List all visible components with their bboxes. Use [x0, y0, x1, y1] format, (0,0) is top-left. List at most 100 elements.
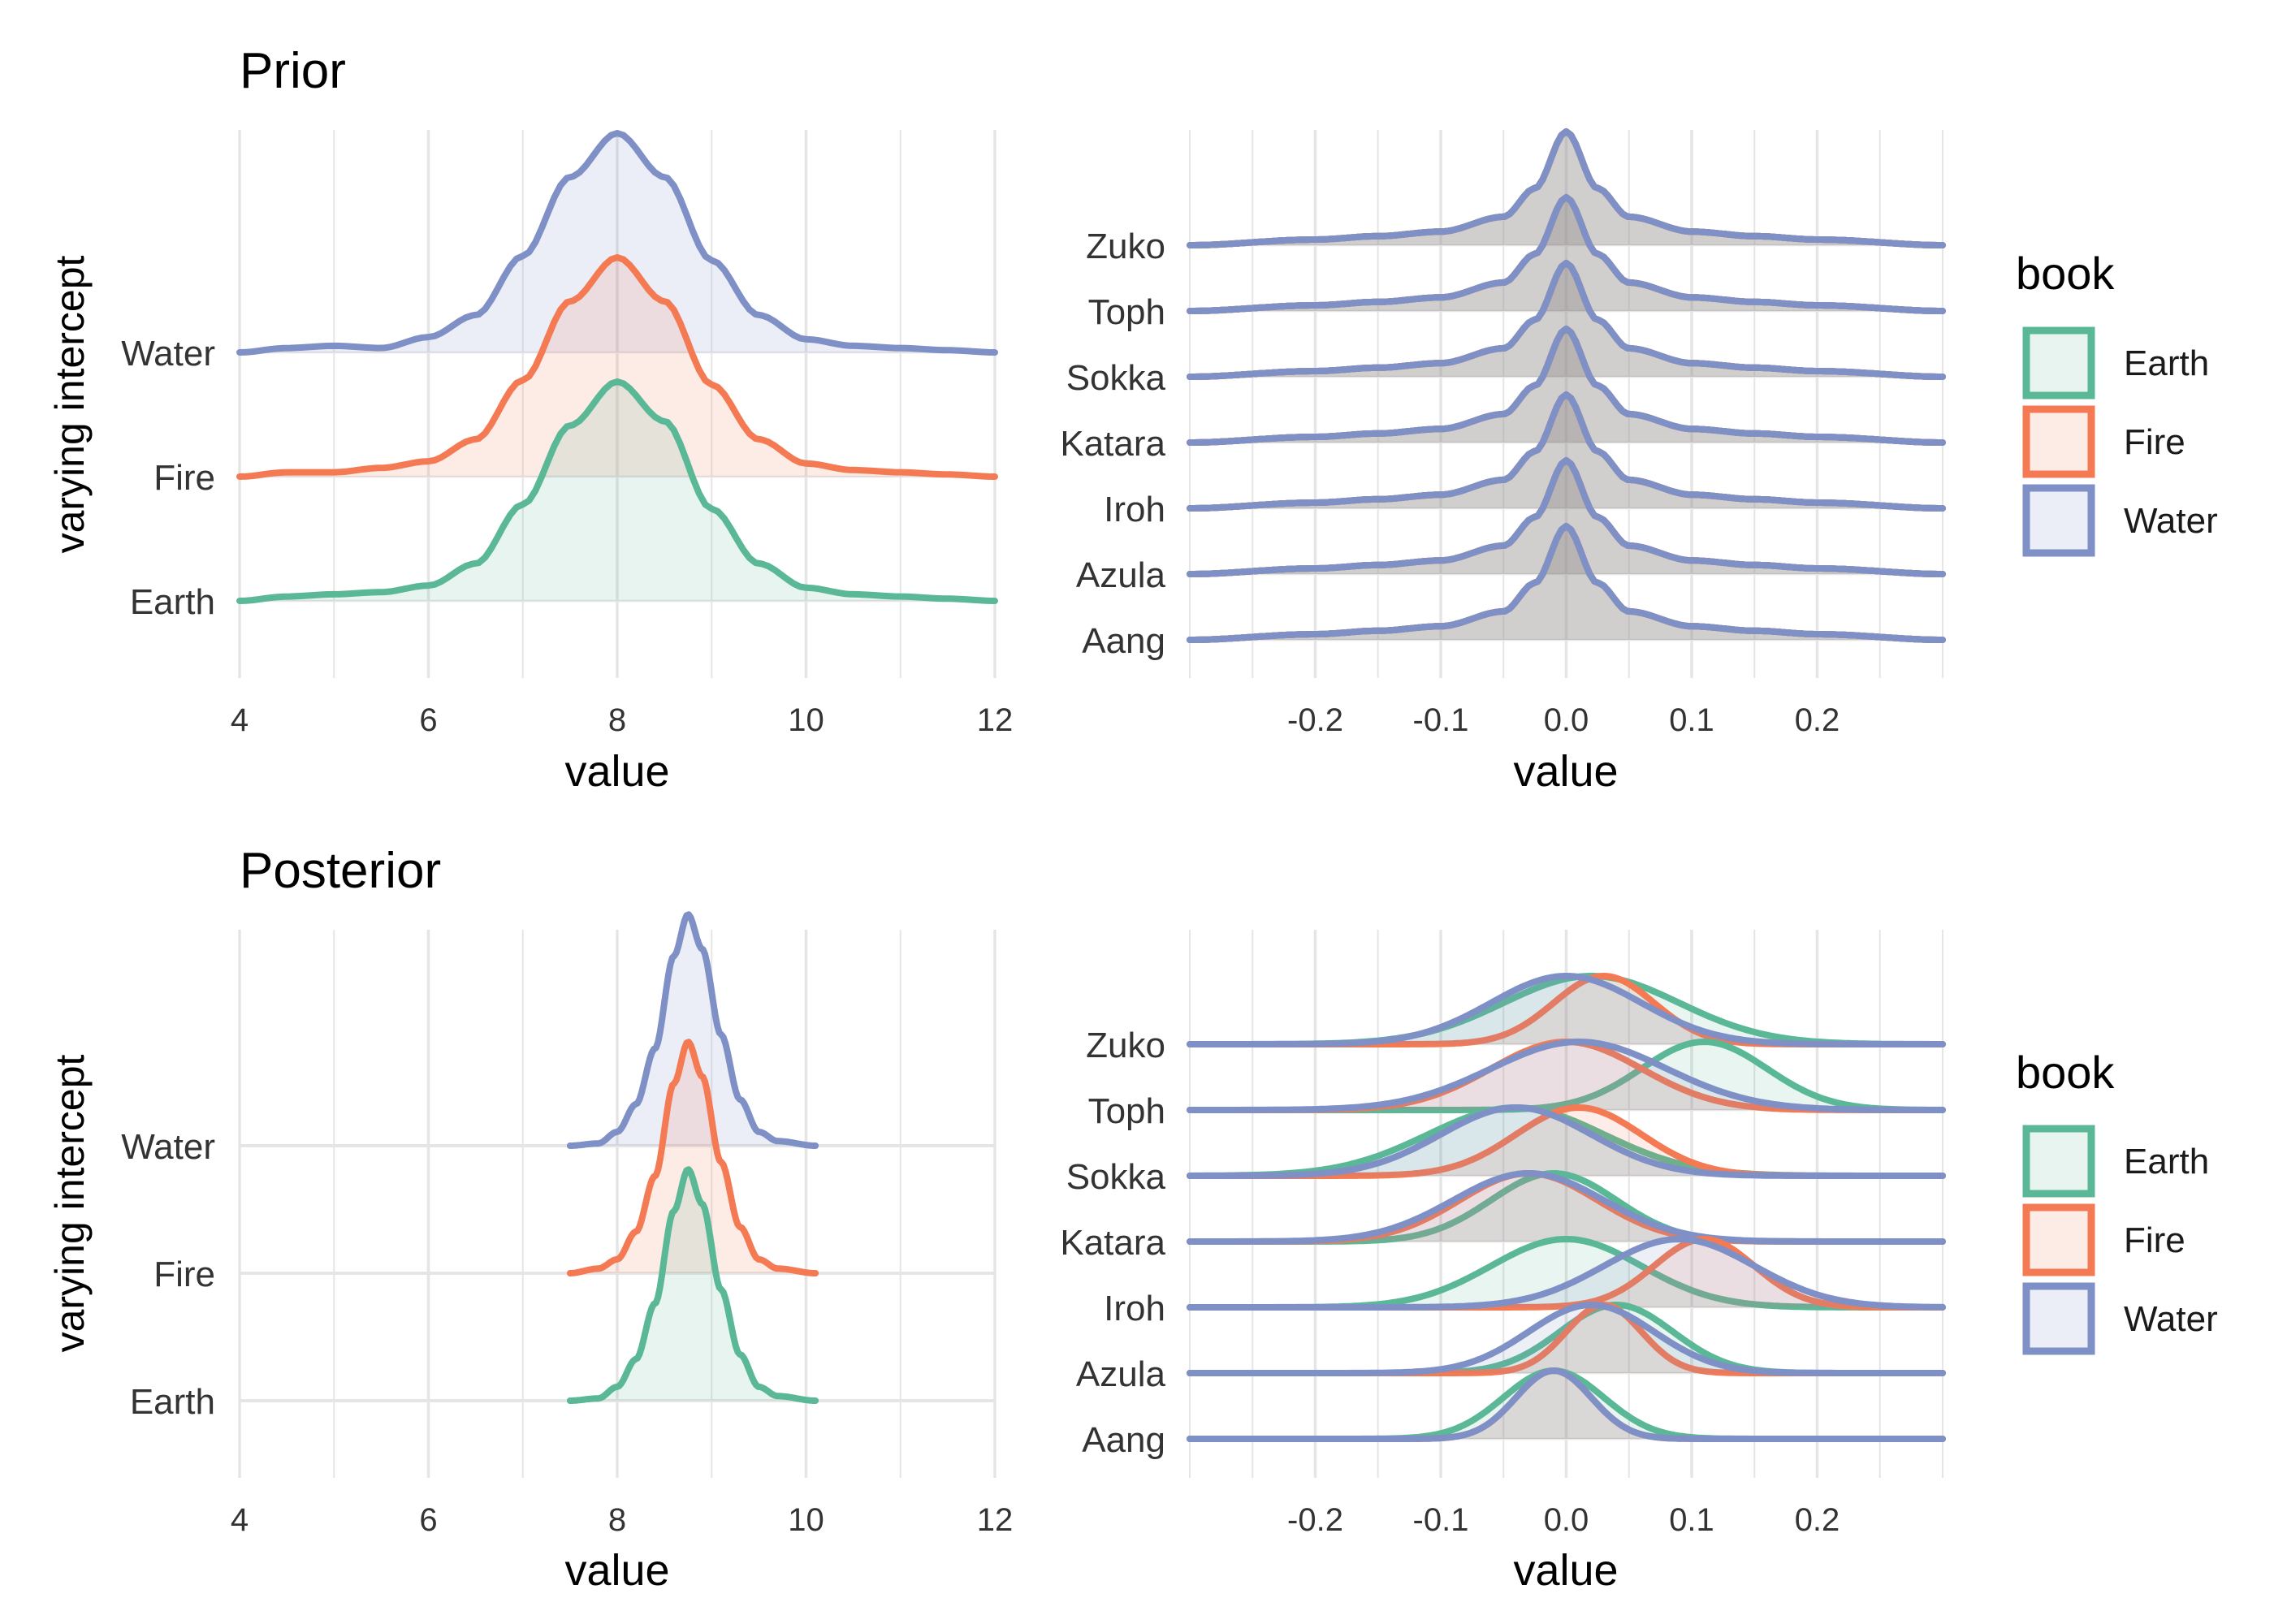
- density-toph-water-area: [1190, 197, 1943, 311]
- x-tick-label: -0.2: [1287, 1502, 1343, 1538]
- x-tick-label: 4: [231, 702, 249, 738]
- density-line-water: [1190, 128, 1943, 248]
- legend-label-water: Water: [2124, 501, 2218, 541]
- density-katara-water-area: [1190, 329, 1943, 443]
- y-category-label: Zuko: [1086, 227, 1165, 266]
- y-category-label: Toph: [1088, 1091, 1165, 1131]
- density-iroh-fire-area: [1190, 1239, 1943, 1307]
- y-category-label: Sokka: [1066, 1157, 1166, 1197]
- posterior-books-xlabel: value: [564, 1546, 669, 1595]
- y-category-label: Iroh: [1104, 490, 1165, 529]
- prior-ylabel: varying intercept: [47, 255, 93, 553]
- density-toph-earth-area: [1190, 197, 1943, 311]
- x-tick-label: 0.2: [1795, 1502, 1840, 1538]
- posterior-books-panel: 4 6 8 10 12 Earth Fire Water: [121, 911, 1014, 1538]
- density-aang-water-area: [1190, 1371, 1943, 1439]
- y-category-label: Katara: [1060, 1223, 1165, 1263]
- density-aang-water-line: [1187, 1367, 1946, 1442]
- density-line-water: [1190, 457, 1943, 577]
- y-category-label: Aang: [1082, 1420, 1165, 1460]
- x-tick-label: 8: [608, 702, 626, 738]
- legend-key-fire: [2022, 1203, 2095, 1276]
- legend-key-earth: [2022, 1125, 2095, 1198]
- legend-title: book: [2016, 248, 2115, 299]
- overlap-area: [1190, 263, 1943, 377]
- density-toph-earth-area: [1190, 1042, 1943, 1110]
- legend-bottom: book Earth Fire Water: [2016, 1047, 2218, 1355]
- density-earth-line: [566, 1166, 819, 1404]
- density-zuko-water-line: [1187, 973, 1946, 1047]
- x-tick-label: -0.2: [1287, 702, 1343, 738]
- prior-books-panel: 4 6 8 10 12 Earth Fire Water: [121, 130, 1013, 738]
- x-tick-label: -0.1: [1413, 1502, 1469, 1538]
- x-tick-label: 6: [419, 702, 437, 738]
- y-category-label: Aang: [1082, 621, 1165, 661]
- overlap-area: [1190, 132, 1943, 245]
- y-category-label: Azula: [1076, 1354, 1166, 1394]
- density-sokka-fire-area: [1190, 263, 1943, 377]
- density-azula-fire-area: [1190, 460, 1943, 574]
- legend-key-earth: [2022, 326, 2095, 400]
- density-fire-area: [569, 1042, 816, 1273]
- x-tick-label: 0.1: [1669, 1502, 1714, 1538]
- y-category-label: Fire: [153, 458, 215, 498]
- density-katara-water-line: [1187, 1170, 1946, 1245]
- density-earth-area: [569, 1169, 816, 1401]
- density-sokka-water-area: [1190, 263, 1943, 377]
- y-category-label: Azula: [1076, 555, 1166, 595]
- x-tick-label: 0.0: [1544, 1502, 1589, 1538]
- posterior-ylabel: varying intercept: [47, 1054, 93, 1352]
- legend-label-earth: Earth: [2124, 1142, 2209, 1181]
- density-iroh-earth-area: [1190, 1239, 1943, 1307]
- overlap-area: [1190, 197, 1943, 311]
- density-iroh-fire-area: [1190, 395, 1943, 508]
- legend-key-fire: [2022, 405, 2095, 478]
- legend-key-water: [2022, 1282, 2095, 1355]
- y-category-label: Earth: [130, 1382, 215, 1422]
- density-line-water: [1190, 391, 1943, 512]
- density-zuko-earth-area: [1190, 976, 1943, 1044]
- posterior-characters-panel: -0.2 -0.1 0.0 0.1 0.2 Aang Azula Iroh Katara Sokk…: [1060, 930, 1946, 1538]
- y-category-label: Toph: [1088, 292, 1165, 332]
- density-earth-area: [240, 382, 995, 601]
- y-category-label: Iroh: [1104, 1289, 1165, 1328]
- legend-top: book Earth Fire Water: [2016, 248, 2218, 557]
- density-toph-water-area: [1190, 1042, 1943, 1110]
- density-fire-line: [566, 1039, 819, 1276]
- y-category-label: Katara: [1060, 424, 1165, 464]
- x-tick-label: -0.1: [1413, 702, 1469, 738]
- x-tick-label: 12: [977, 1502, 1014, 1538]
- x-tick-label: 0.1: [1669, 702, 1714, 738]
- x-tick-label: 0.2: [1795, 702, 1840, 738]
- density-toph-fire-area: [1190, 197, 1943, 311]
- x-tick-label: 0.0: [1544, 702, 1589, 738]
- density-zuko-water-area: [1190, 132, 1943, 245]
- x-tick-label: 6: [419, 1502, 437, 1538]
- density-sokka-water-area: [1190, 1108, 1943, 1176]
- density-line-water: [1190, 260, 1943, 380]
- density-katara-fire-area: [1190, 1173, 1943, 1242]
- density-azula-earth-area: [1190, 1305, 1943, 1373]
- density-azula-water-line: [1187, 1302, 1946, 1376]
- density-iroh-water-area: [1190, 1239, 1943, 1307]
- density-water-line: [236, 130, 998, 356]
- density-zuko-fire-area: [1190, 132, 1943, 245]
- density-water-line: [566, 911, 819, 1149]
- density-iroh-water-line: [1187, 1236, 1946, 1311]
- density-aang-fire-area: [1190, 526, 1943, 640]
- y-category-label: Water: [121, 334, 215, 374]
- y-category-label: Water: [121, 1127, 215, 1167]
- legend-label-earth: Earth: [2124, 343, 2209, 383]
- density-sokka-earth-area: [1190, 263, 1943, 377]
- density-sokka-water-line: [1187, 1104, 1946, 1179]
- density-aang-fire-area: [1190, 1371, 1943, 1439]
- density-sokka-fire-area: [1190, 1108, 1943, 1176]
- x-tick-label: 10: [788, 702, 824, 738]
- density-toph-fire-area: [1190, 1042, 1943, 1110]
- density-line-water: [1190, 523, 1943, 643]
- density-iroh-earth-area: [1190, 395, 1943, 508]
- prior-characters-xlabel: value: [1513, 747, 1618, 796]
- density-zuko-earth-area: [1190, 132, 1943, 245]
- x-tick-label: 12: [977, 702, 1014, 738]
